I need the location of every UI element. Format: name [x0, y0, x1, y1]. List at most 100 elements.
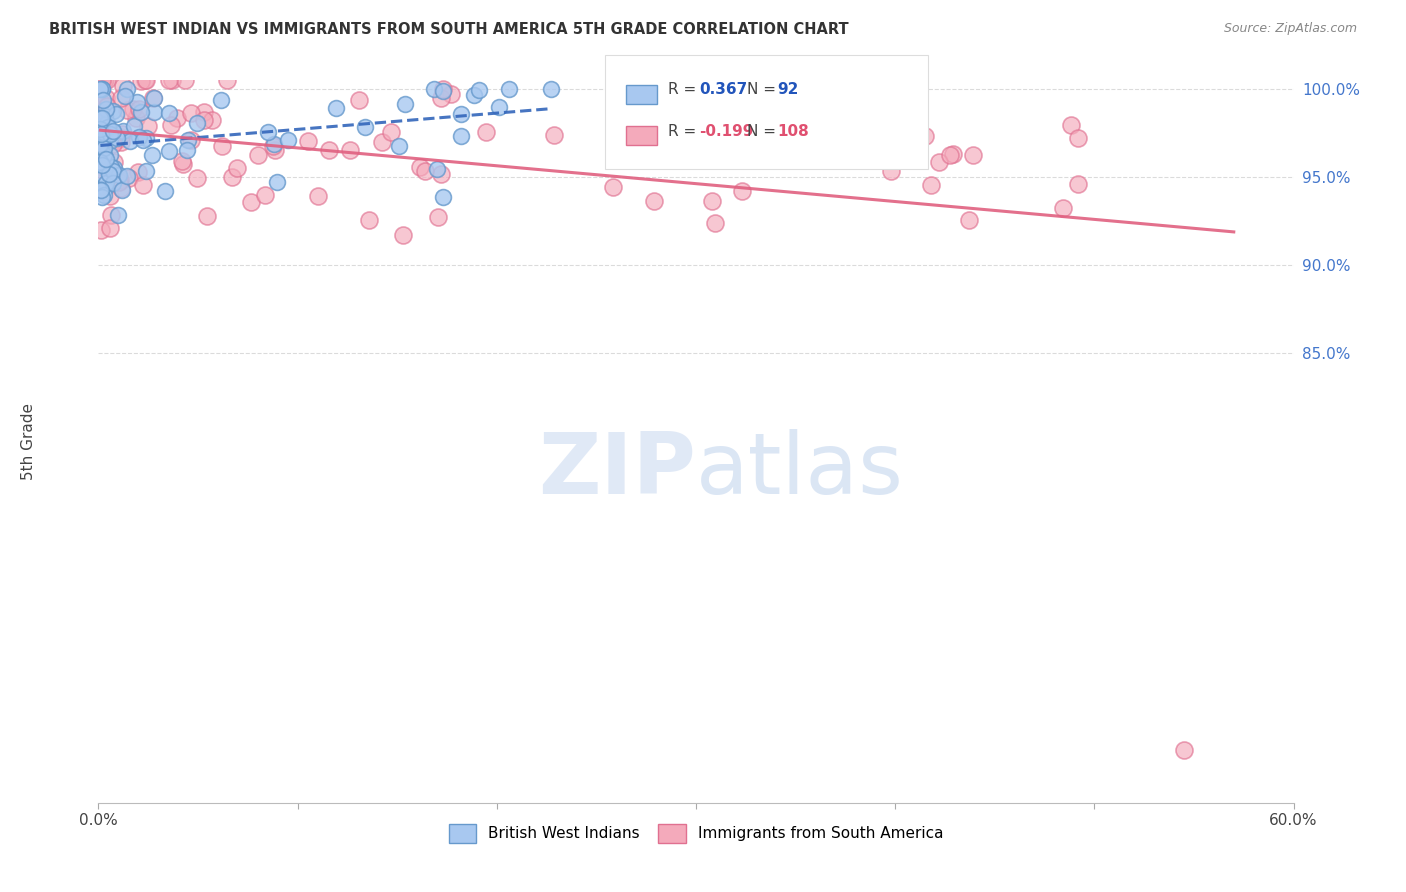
Point — [94, 102, 117, 116]
Point — [93, 148, 115, 162]
Point — [132, 133, 155, 147]
Legend: British West Indians, Immigrants from South America: British West Indians, Immigrants from So… — [443, 817, 949, 849]
Point — [89, 125, 111, 139]
Point — [90, 127, 112, 141]
Point — [124, 119, 146, 133]
Point — [89, 80, 111, 95]
Point — [125, 112, 148, 126]
Point — [186, 116, 208, 130]
Point — [141, 147, 163, 161]
Point — [942, 146, 965, 161]
Point — [98, 221, 121, 235]
Point — [89, 156, 111, 170]
Point — [602, 179, 624, 194]
Point — [143, 104, 166, 119]
Point — [91, 158, 114, 172]
Point — [118, 171, 141, 186]
Point — [430, 167, 453, 181]
Point — [107, 175, 129, 189]
Point — [176, 143, 198, 157]
Point — [394, 96, 416, 111]
Point — [98, 127, 121, 141]
Point — [135, 73, 157, 87]
Point — [475, 125, 498, 139]
Point — [110, 180, 132, 194]
Point — [263, 136, 285, 151]
Point — [221, 170, 243, 185]
Point — [186, 170, 208, 185]
Point — [142, 91, 165, 105]
Point — [90, 136, 112, 151]
Point — [94, 109, 117, 123]
Point — [253, 188, 276, 202]
Point — [450, 128, 472, 143]
Point — [101, 176, 124, 190]
Point — [928, 155, 950, 169]
Point — [129, 105, 152, 120]
Point — [226, 161, 249, 176]
Point — [108, 172, 131, 186]
Point — [96, 116, 118, 130]
Point — [297, 134, 319, 148]
Point — [247, 147, 270, 161]
Text: 0.367: 0.367 — [699, 82, 747, 96]
Point — [143, 91, 166, 105]
Point — [89, 161, 111, 176]
Text: 92: 92 — [778, 82, 799, 96]
Point — [96, 164, 118, 178]
Point — [98, 167, 121, 181]
Point — [1060, 119, 1083, 133]
Point — [174, 73, 197, 87]
Point — [370, 136, 392, 150]
Point — [101, 123, 124, 137]
Point — [463, 88, 485, 103]
Point — [307, 189, 329, 203]
Point — [160, 73, 183, 87]
Point — [939, 148, 962, 162]
Text: atlas: atlas — [696, 429, 904, 512]
Point — [200, 113, 222, 128]
Point — [103, 103, 125, 118]
Point — [91, 125, 114, 139]
Point — [94, 152, 117, 166]
Point — [652, 149, 675, 163]
Point — [89, 122, 111, 136]
Text: ZIP: ZIP — [538, 429, 696, 512]
Point — [318, 143, 340, 157]
Point — [157, 73, 180, 87]
Point — [159, 105, 181, 120]
Text: R =: R = — [668, 124, 702, 138]
Point — [98, 165, 121, 179]
Point — [1067, 131, 1090, 145]
Text: N =: N = — [747, 124, 780, 138]
Point — [731, 185, 754, 199]
Point — [357, 212, 380, 227]
Point — [100, 160, 122, 174]
Point — [101, 136, 124, 151]
Point — [115, 169, 138, 183]
Point — [107, 208, 129, 222]
Point — [262, 139, 284, 153]
Point — [111, 124, 134, 138]
Point — [111, 127, 134, 141]
Point — [409, 160, 432, 174]
Point — [215, 73, 238, 87]
Point — [93, 169, 115, 183]
Point — [93, 73, 115, 87]
Point — [132, 178, 155, 193]
Point — [380, 125, 402, 139]
Point — [96, 99, 118, 113]
Text: -0.199: -0.199 — [699, 124, 754, 138]
Point — [98, 148, 121, 162]
Point — [821, 150, 844, 164]
Point — [138, 119, 160, 133]
Point — [93, 130, 115, 145]
Point — [91, 155, 114, 169]
Point — [193, 104, 215, 119]
Point — [111, 183, 134, 197]
Point — [103, 161, 125, 175]
Point — [129, 74, 152, 88]
Point — [427, 210, 450, 224]
Point — [89, 137, 111, 152]
Point — [325, 102, 347, 116]
